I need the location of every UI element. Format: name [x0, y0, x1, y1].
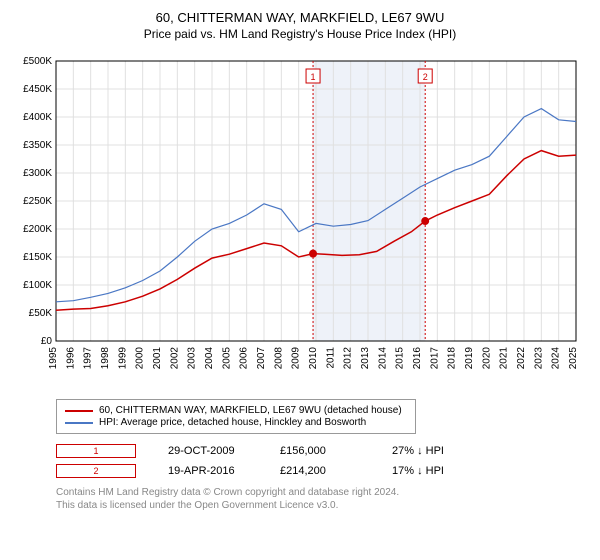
legend-item: 60, CHITTERMAN WAY, MARKFIELD, LE67 9WU … — [65, 405, 407, 416]
svg-text:2024: 2024 — [551, 347, 562, 370]
svg-text:£300K: £300K — [23, 168, 52, 179]
legend-label: HPI: Average price, detached house, Hinc… — [99, 417, 366, 428]
chart-title: 60, CHITTERMAN WAY, MARKFIELD, LE67 9WU — [10, 10, 590, 25]
transaction-date: 29-OCT-2009 — [168, 445, 248, 457]
copyright-line: This data is licensed under the Open Gov… — [56, 499, 590, 512]
transaction-delta: 27% ↓ HPI — [392, 445, 472, 457]
transaction-row: 2 19-APR-2016 £214,200 17% ↓ HPI — [56, 464, 590, 478]
copyright: Contains HM Land Registry data © Crown c… — [56, 486, 590, 512]
svg-text:1997: 1997 — [83, 347, 94, 370]
svg-text:2001: 2001 — [152, 347, 163, 370]
svg-text:£150K: £150K — [23, 252, 52, 263]
svg-text:2016: 2016 — [412, 347, 423, 370]
price-chart: £0 £50K £100K £150K £200K £250K £300K £350K £400… — [10, 51, 590, 391]
svg-text:2004: 2004 — [204, 347, 215, 370]
svg-text:2007: 2007 — [256, 347, 267, 370]
copyright-line: Contains HM Land Registry data © Crown c… — [56, 486, 590, 499]
svg-text:2015: 2015 — [395, 347, 406, 370]
svg-text:2: 2 — [423, 72, 428, 82]
svg-text:1: 1 — [311, 72, 316, 82]
svg-text:£0: £0 — [41, 336, 53, 347]
svg-text:2002: 2002 — [169, 347, 180, 370]
svg-text:2023: 2023 — [533, 347, 544, 370]
svg-text:2012: 2012 — [343, 347, 354, 370]
svg-text:£450K: £450K — [23, 84, 52, 95]
svg-text:2003: 2003 — [187, 347, 198, 370]
svg-text:2005: 2005 — [221, 347, 232, 370]
svg-text:£500K: £500K — [23, 56, 52, 67]
svg-text:2021: 2021 — [499, 347, 510, 370]
transaction-price: £214,200 — [280, 465, 360, 477]
svg-text:2018: 2018 — [447, 347, 458, 370]
svg-text:2017: 2017 — [429, 347, 440, 370]
svg-text:2013: 2013 — [360, 347, 371, 370]
svg-text:£200K: £200K — [23, 224, 52, 235]
svg-text:2022: 2022 — [516, 347, 527, 370]
legend-label: 60, CHITTERMAN WAY, MARKFIELD, LE67 9WU … — [99, 405, 402, 416]
legend-swatch — [65, 410, 93, 412]
svg-text:1996: 1996 — [65, 347, 76, 370]
svg-text:£100K: £100K — [23, 280, 52, 291]
svg-text:2009: 2009 — [291, 347, 302, 370]
svg-text:2020: 2020 — [481, 347, 492, 370]
svg-text:2019: 2019 — [464, 347, 475, 370]
svg-text:2025: 2025 — [568, 347, 579, 370]
svg-text:2006: 2006 — [239, 347, 250, 370]
svg-text:2010: 2010 — [308, 347, 319, 370]
svg-text:2011: 2011 — [325, 347, 336, 369]
transaction-marker: 1 — [56, 444, 136, 458]
legend: 60, CHITTERMAN WAY, MARKFIELD, LE67 9WU … — [56, 399, 416, 434]
svg-text:£250K: £250K — [23, 196, 52, 207]
svg-text:2014: 2014 — [377, 347, 388, 370]
legend-swatch — [65, 422, 93, 424]
transaction-date: 19-APR-2016 — [168, 465, 248, 477]
svg-text:£400K: £400K — [23, 112, 52, 123]
transaction-row: 1 29-OCT-2009 £156,000 27% ↓ HPI — [56, 444, 590, 458]
transaction-marker: 2 — [56, 464, 136, 478]
svg-text:£350K: £350K — [23, 140, 52, 151]
svg-text:2008: 2008 — [273, 347, 284, 370]
svg-text:1999: 1999 — [117, 347, 128, 370]
transaction-delta: 17% ↓ HPI — [392, 465, 472, 477]
svg-text:1998: 1998 — [100, 347, 111, 370]
svg-text:2000: 2000 — [135, 347, 146, 370]
transactions-table: 1 29-OCT-2009 £156,000 27% ↓ HPI 2 19-AP… — [56, 444, 590, 478]
legend-item: HPI: Average price, detached house, Hinc… — [65, 417, 407, 428]
svg-text:£50K: £50K — [29, 308, 53, 319]
svg-text:1995: 1995 — [48, 347, 59, 370]
chart-subtitle: Price paid vs. HM Land Registry's House … — [10, 27, 590, 41]
transaction-price: £156,000 — [280, 445, 360, 457]
